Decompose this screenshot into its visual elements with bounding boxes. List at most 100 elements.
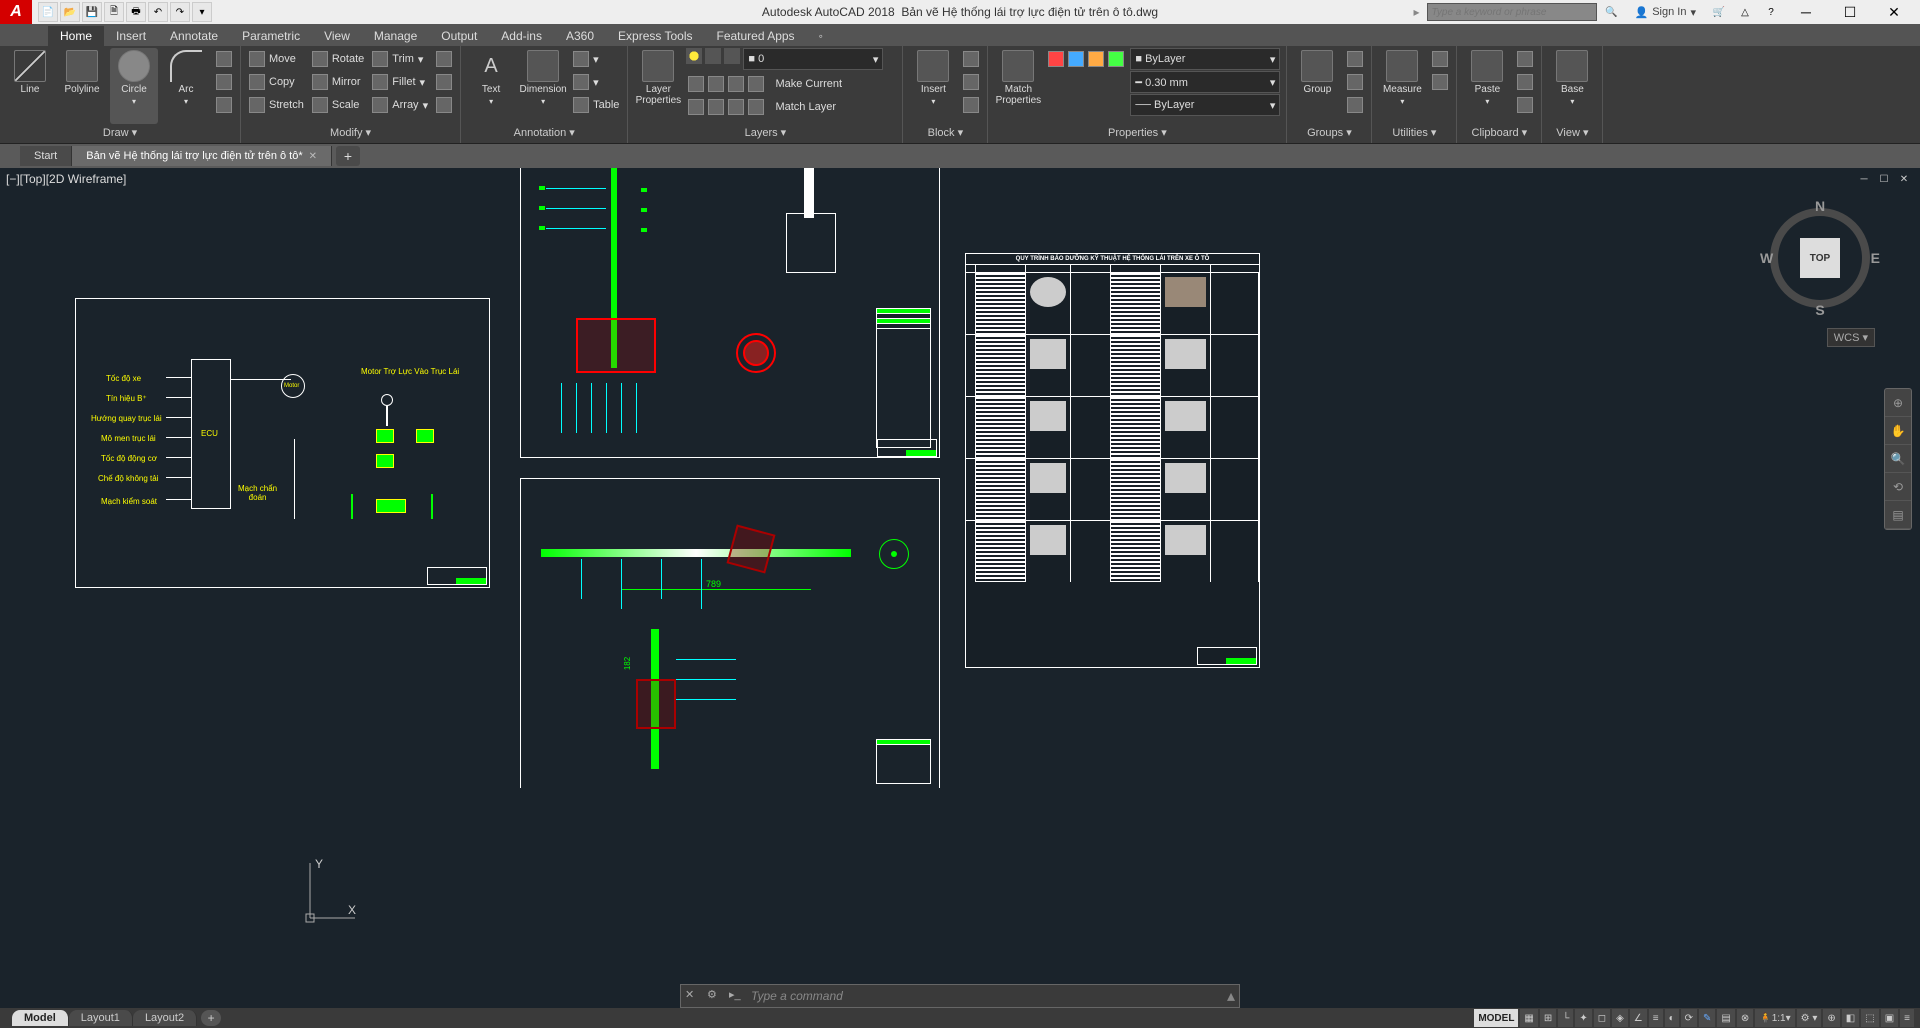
nav-zoom-icon[interactable]: 🔍 — [1885, 445, 1911, 473]
tool-misc3[interactable] — [214, 94, 234, 116]
file-tab-active[interactable]: Bản vẽ Hệ thống lái trợ lực điện tử trên… — [72, 146, 332, 166]
tool-circle[interactable]: Circle▾ — [110, 48, 158, 124]
tool-blk1[interactable] — [961, 48, 981, 70]
layer-matchlayer[interactable]: Match Layer — [686, 96, 896, 118]
tool-group[interactable]: Group — [1293, 48, 1341, 124]
tool-measure[interactable]: Measure▾ — [1378, 48, 1426, 124]
status-3dosnap-icon[interactable]: ◈ — [1612, 1009, 1628, 1027]
tab-addins[interactable]: Add-ins — [489, 26, 554, 46]
vp-minimize-icon[interactable]: ─ — [1856, 172, 1872, 186]
command-line[interactable]: ✕ ⚙ ▸_ Type a command ▴ — [680, 984, 1240, 1008]
tool-blk3[interactable] — [961, 94, 981, 116]
qat-redo-icon[interactable]: ↷ — [170, 2, 190, 22]
tool-ann2[interactable]: ▾ — [571, 71, 621, 93]
panel-block-label[interactable]: Block ▾ — [909, 124, 981, 141]
tool-layerprops[interactable]: Layer Properties — [634, 48, 682, 124]
tab-parametric[interactable]: Parametric — [230, 26, 312, 46]
panel-layers-label[interactable]: Layers ▾ — [634, 124, 896, 141]
status-ws-icon[interactable]: ⚙ ▾ — [1797, 1009, 1822, 1027]
tab-a360[interactable]: A360 — [554, 26, 606, 46]
close-tab-icon[interactable]: ✕ — [309, 151, 317, 162]
signin-button[interactable]: 👤Sign In ▾ — [1627, 6, 1704, 19]
tool-misc2[interactable] — [214, 71, 234, 93]
tool-mod1[interactable] — [434, 48, 454, 70]
file-tab-start[interactable]: Start — [20, 146, 72, 166]
tool-trim[interactable]: Trim ▾ — [370, 48, 430, 70]
layer-dropdown[interactable]: ■ 0▾ — [743, 48, 883, 70]
a360-icon[interactable]: △ — [1734, 2, 1756, 22]
prop-icons[interactable] — [1046, 48, 1126, 70]
tool-table[interactable]: Table — [571, 94, 621, 116]
viewcube[interactable]: N S E W TOP — [1760, 198, 1880, 318]
status-iso-icon[interactable]: ◧ — [1842, 1009, 1859, 1027]
vp-maximize-icon[interactable]: ☐ — [1876, 172, 1892, 186]
layer-lock-icon[interactable] — [724, 48, 740, 64]
qat-saveas-icon[interactable]: 🗎 — [104, 2, 124, 22]
status-osnap-icon[interactable]: ◻ — [1594, 1009, 1610, 1027]
tool-blk2[interactable] — [961, 71, 981, 93]
tab-home[interactable]: Home — [48, 26, 104, 46]
status-annoscale[interactable]: 🧍 1:1 ▾ — [1755, 1009, 1794, 1027]
tool-text[interactable]: AText▾ — [467, 48, 515, 124]
minimize-button[interactable]: ─ — [1786, 1, 1826, 23]
nav-showmotion-icon[interactable]: ▤ — [1885, 501, 1911, 529]
tool-rotate[interactable]: Rotate — [310, 48, 366, 70]
tool-base[interactable]: Base▾ — [1548, 48, 1596, 124]
cmdline-expand-icon[interactable]: ▴ — [1227, 986, 1235, 1006]
tool-arc[interactable]: Arc▾ — [162, 48, 210, 124]
tab-focus-icon[interactable]: ◦ — [807, 26, 835, 46]
lineweight-dropdown[interactable]: ━ 0.30 mm▾ — [1130, 71, 1280, 93]
status-otrack-icon[interactable]: ∠ — [1630, 1009, 1647, 1027]
qat-save-icon[interactable]: 💾 — [82, 2, 102, 22]
infocenter-icon[interactable]: 🔍 — [1601, 2, 1623, 22]
status-dyn-icon[interactable]: ✎ — [1699, 1009, 1715, 1027]
status-custom-icon[interactable]: ≡ — [1900, 1009, 1914, 1027]
viewcube-s[interactable]: S — [1815, 302, 1824, 318]
vp-close-icon[interactable]: ✕ — [1896, 172, 1912, 186]
layout-tab-model[interactable]: Model — [12, 1010, 69, 1026]
tool-dimension[interactable]: Dimension▾ — [519, 48, 567, 124]
nav-orbit-icon[interactable]: ⟲ — [1885, 473, 1911, 501]
tab-annotate[interactable]: Annotate — [158, 26, 230, 46]
layer-bulb-icon[interactable] — [686, 48, 702, 64]
tab-view[interactable]: View — [312, 26, 362, 46]
layout-tab-2[interactable]: Layout2 — [133, 1010, 197, 1026]
wcs-label[interactable]: WCS ▾ — [1827, 328, 1875, 347]
qat-undo-icon[interactable]: ↶ — [148, 2, 168, 22]
status-polar-icon[interactable]: ✦ — [1575, 1009, 1591, 1027]
status-ortho-icon[interactable]: └ — [1558, 1009, 1573, 1027]
cmdline-customize-icon[interactable]: ⚙ — [707, 988, 723, 1004]
panel-utilities-label[interactable]: Utilities ▾ — [1378, 124, 1450, 141]
view-label[interactable]: [−][Top][2D Wireframe] — [6, 172, 126, 186]
color-dropdown[interactable]: ■ ByLayer▾ — [1130, 48, 1280, 70]
tab-output[interactable]: Output — [429, 26, 489, 46]
tool-array[interactable]: Array ▾ — [370, 94, 430, 116]
tool-mod2[interactable] — [434, 71, 454, 93]
keyword-search-input[interactable] — [1427, 3, 1597, 21]
exchange-icon[interactable]: 🛒 — [1708, 2, 1730, 22]
linetype-dropdown[interactable]: ── ByLayer▾ — [1130, 94, 1280, 116]
viewcube-top[interactable]: TOP — [1800, 238, 1840, 278]
status-qp-icon[interactable]: ▤ — [1717, 1009, 1734, 1027]
panel-groups-label[interactable]: Groups ▾ — [1293, 124, 1365, 141]
panel-properties-label[interactable]: Properties ▾ — [994, 124, 1280, 141]
panel-clipboard-label[interactable]: Clipboard ▾ — [1463, 124, 1535, 141]
tool-ut2[interactable] — [1430, 71, 1450, 93]
nav-wheel-icon[interactable]: ⊕ — [1885, 389, 1911, 417]
tool-scale[interactable]: Scale — [310, 94, 366, 116]
tool-copy[interactable]: Copy — [247, 71, 306, 93]
status-clean-icon[interactable]: ▣ — [1881, 1009, 1898, 1027]
tool-copy2[interactable] — [1515, 71, 1535, 93]
layer-freeze-icon[interactable] — [705, 48, 721, 64]
tool-leader[interactable]: ▾ — [571, 48, 621, 70]
status-snap-icon[interactable]: ⊞ — [1540, 1009, 1556, 1027]
tool-stretch[interactable]: Stretch — [247, 94, 306, 116]
nav-pan-icon[interactable]: ✋ — [1885, 417, 1911, 445]
status-sc-icon[interactable]: ⊗ — [1737, 1009, 1753, 1027]
status-annomon-icon[interactable]: ⊕ — [1823, 1009, 1839, 1027]
cmdline-close-icon[interactable]: ✕ — [685, 988, 701, 1004]
tool-insert[interactable]: Insert▾ — [909, 48, 957, 124]
tab-featuredapps[interactable]: Featured Apps — [705, 26, 807, 46]
tool-line[interactable]: Line — [6, 48, 54, 124]
maximize-button[interactable]: ☐ — [1830, 1, 1870, 23]
